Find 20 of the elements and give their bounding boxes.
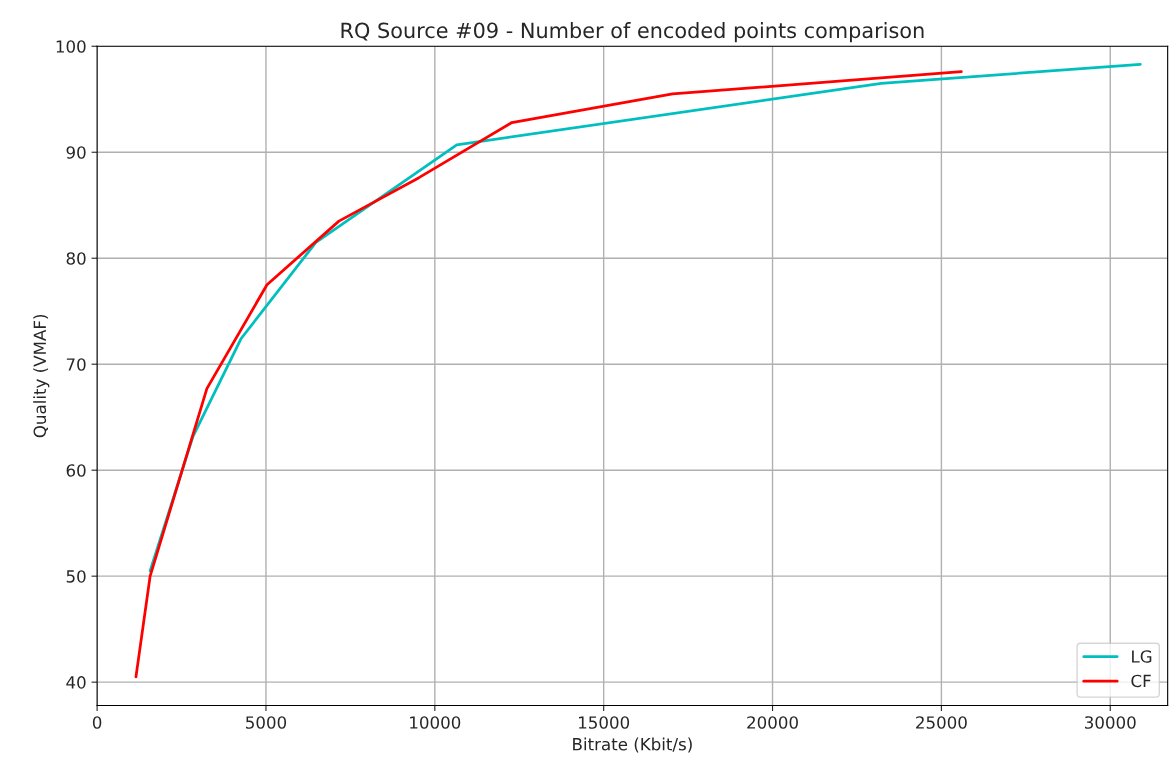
x-tick-label: 30000 <box>1085 716 1136 729</box>
legend-label: CF <box>1131 674 1151 688</box>
x-tick-label: 0 <box>92 716 102 729</box>
y-axis-title: Quality (VMAF) <box>33 314 50 438</box>
x-tick-label: 10000 <box>410 716 461 729</box>
x-axis-title: Bitrate (Kbit/s) <box>573 737 692 753</box>
y-tick-label: 80 <box>66 252 86 265</box>
y-tick-label: 70 <box>66 358 86 371</box>
y-tick-label: 90 <box>66 146 86 159</box>
x-tick-label: 25000 <box>916 716 967 729</box>
legend-label: LG <box>1132 650 1152 663</box>
x-tick-label: 20000 <box>747 716 798 729</box>
x-tick-label: 15000 <box>579 716 630 729</box>
line-series <box>134 70 963 679</box>
y-tick-label: 40 <box>66 676 86 689</box>
chart-title: RQ Source #09 - Number of encoded points comparison <box>341 22 924 43</box>
x-tick-label: 5000 <box>246 716 287 729</box>
y-tick-label: 100 <box>56 40 86 53</box>
y-tick-label: 60 <box>66 464 86 477</box>
y-tick-label: 50 <box>66 570 86 583</box>
